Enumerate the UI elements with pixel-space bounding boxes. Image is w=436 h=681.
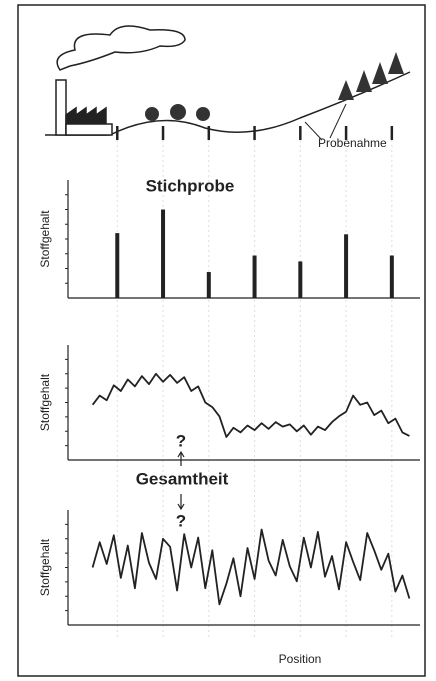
tree — [170, 104, 186, 120]
tree — [372, 62, 388, 84]
tree — [145, 107, 159, 121]
leader — [329, 103, 347, 139]
bar — [252, 255, 257, 298]
bar — [161, 209, 166, 298]
panel-title: Stichprobe — [146, 176, 235, 195]
tree — [388, 52, 404, 74]
bar — [206, 272, 211, 298]
center-label: Gesamtheit — [136, 469, 229, 488]
frame — [17, 4, 426, 677]
tree — [356, 70, 372, 92]
ground — [45, 71, 411, 136]
factory-base — [65, 123, 113, 136]
bar — [298, 261, 303, 298]
question-mark: ? — [176, 511, 186, 530]
bar — [344, 234, 349, 298]
arrow-head — [177, 503, 185, 511]
tree — [196, 107, 210, 121]
arrow-head — [177, 450, 185, 458]
landscape — [45, 25, 411, 136]
data-line — [91, 372, 410, 438]
leader — [304, 121, 323, 141]
y-axis-label: Stoffgehalt — [38, 538, 52, 596]
data-line — [91, 528, 411, 606]
trees — [145, 52, 404, 121]
sampling-label: Probenahme — [318, 136, 387, 150]
tree — [338, 80, 354, 100]
x-axis-label: Position — [279, 652, 322, 666]
bar — [389, 255, 394, 298]
bar — [115, 233, 120, 298]
chimney — [55, 79, 67, 136]
y-axis-label: Stoffgehalt — [38, 210, 52, 268]
question-mark: ? — [176, 431, 186, 450]
smoke — [56, 25, 186, 71]
y-axis-label: Stoffgehalt — [38, 373, 52, 431]
leader-lines — [304, 103, 347, 141]
